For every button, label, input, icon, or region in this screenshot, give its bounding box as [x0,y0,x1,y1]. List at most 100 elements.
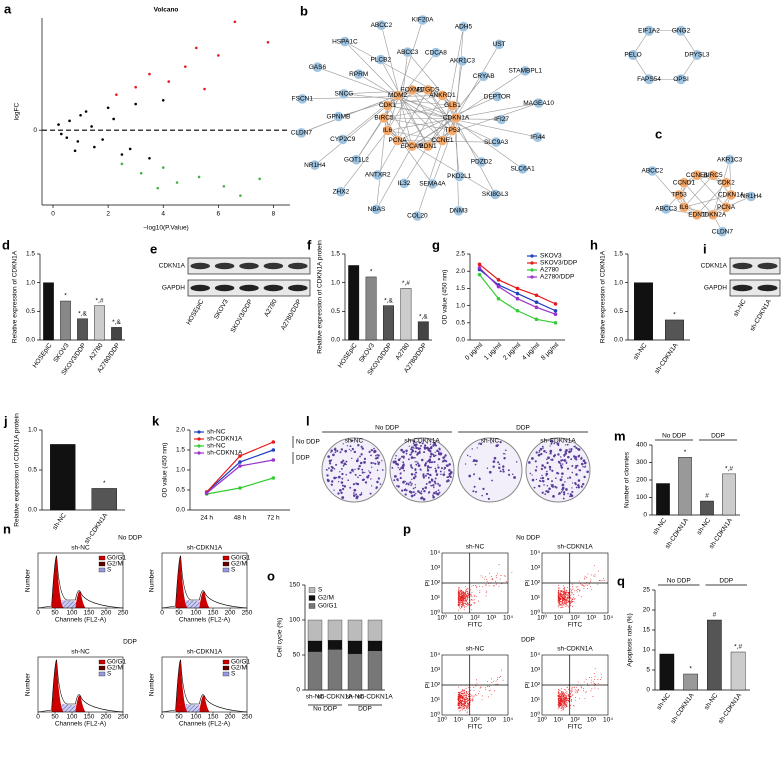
colony [369,471,372,474]
x-tick-label: 4 μg/ml [521,341,542,362]
bar [722,473,736,516]
event-dot [498,564,500,565]
point [183,65,187,68]
legend-marker [197,451,201,455]
event-dot [559,703,561,705]
point [496,278,501,282]
node-label: AKR1C3 [450,58,476,65]
network-node [691,209,703,220]
event-dot [457,707,459,709]
colony [487,497,490,500]
point [239,194,242,197]
blot-band [757,262,778,270]
event-dot [558,706,560,708]
event-dot [464,601,466,603]
event-dot [463,598,465,600]
event-dot [567,586,568,588]
colony [434,454,437,457]
group-label: No DDP [313,706,337,713]
event-dot [472,698,474,700]
legend-swatch [222,561,230,567]
point [238,460,242,464]
colony [571,490,574,493]
colony [339,488,342,492]
event-dot [575,586,577,588]
event-dot [463,695,465,697]
event-dot [466,697,468,699]
event-dot [466,700,468,702]
colony [548,487,551,491]
event-dot [564,698,565,700]
event-dot [460,692,462,694]
event-dot [462,698,464,700]
colony [581,482,585,486]
event-dot [561,595,563,597]
event-dot [466,595,468,597]
colony [551,480,553,483]
colony [575,446,578,450]
event-dot [592,696,594,697]
event-dot [581,584,582,586]
colony [575,486,578,489]
legend-label: SKOV3 [540,253,562,260]
event-dot [459,601,461,603]
event-dot [476,679,477,681]
event-dot [471,700,473,702]
event-dot [461,602,463,604]
colony [546,485,549,487]
colony [430,454,433,456]
event-dot [560,707,562,709]
network-node [717,226,728,237]
event-dot [594,668,596,670]
y-tick-label: 10⁰ [430,609,440,617]
event-dot [563,700,565,702]
colony [372,462,375,464]
bar-segment [327,619,343,641]
event-dot [464,701,466,702]
x-tick-label: 10¹ [554,717,564,724]
event-dot [466,598,468,599]
colony [340,481,344,484]
event-dot [480,575,482,577]
colony [543,484,545,486]
event-dot [561,605,563,607]
colony [410,448,413,451]
event-dot [567,605,569,607]
node-label: HSPA1C [332,38,358,45]
network-edge [455,26,464,119]
colony [330,465,333,468]
colony [443,459,446,462]
y-tick-label: 0.5 [26,308,35,315]
colony [560,464,563,467]
event-dot [500,575,502,576]
event-dot [468,703,470,705]
event-dot [583,688,585,689]
event-dot [560,598,562,600]
colony [364,481,368,484]
legend-swatch [222,659,230,665]
event-dot [463,696,465,698]
event-dot [462,689,464,690]
colony [410,451,413,454]
colony [330,469,333,472]
y-tick-label: 10⁴ [530,550,540,557]
event-dot [463,593,465,595]
event-dot [561,701,563,703]
colony [337,481,340,483]
network-edge [696,175,727,208]
colony [421,442,424,445]
network-node [309,159,320,171]
event-dot [558,699,560,701]
bar-segment [307,651,323,691]
colony [423,451,426,454]
legend-label: S [318,587,323,594]
event-dot [579,583,581,585]
colony [360,493,363,496]
bar [383,305,394,341]
event-dot [577,591,578,593]
colony [485,492,488,496]
event-dot [562,695,564,697]
colony [433,455,436,458]
colony [400,455,403,458]
node-label: PCNA [389,137,408,144]
